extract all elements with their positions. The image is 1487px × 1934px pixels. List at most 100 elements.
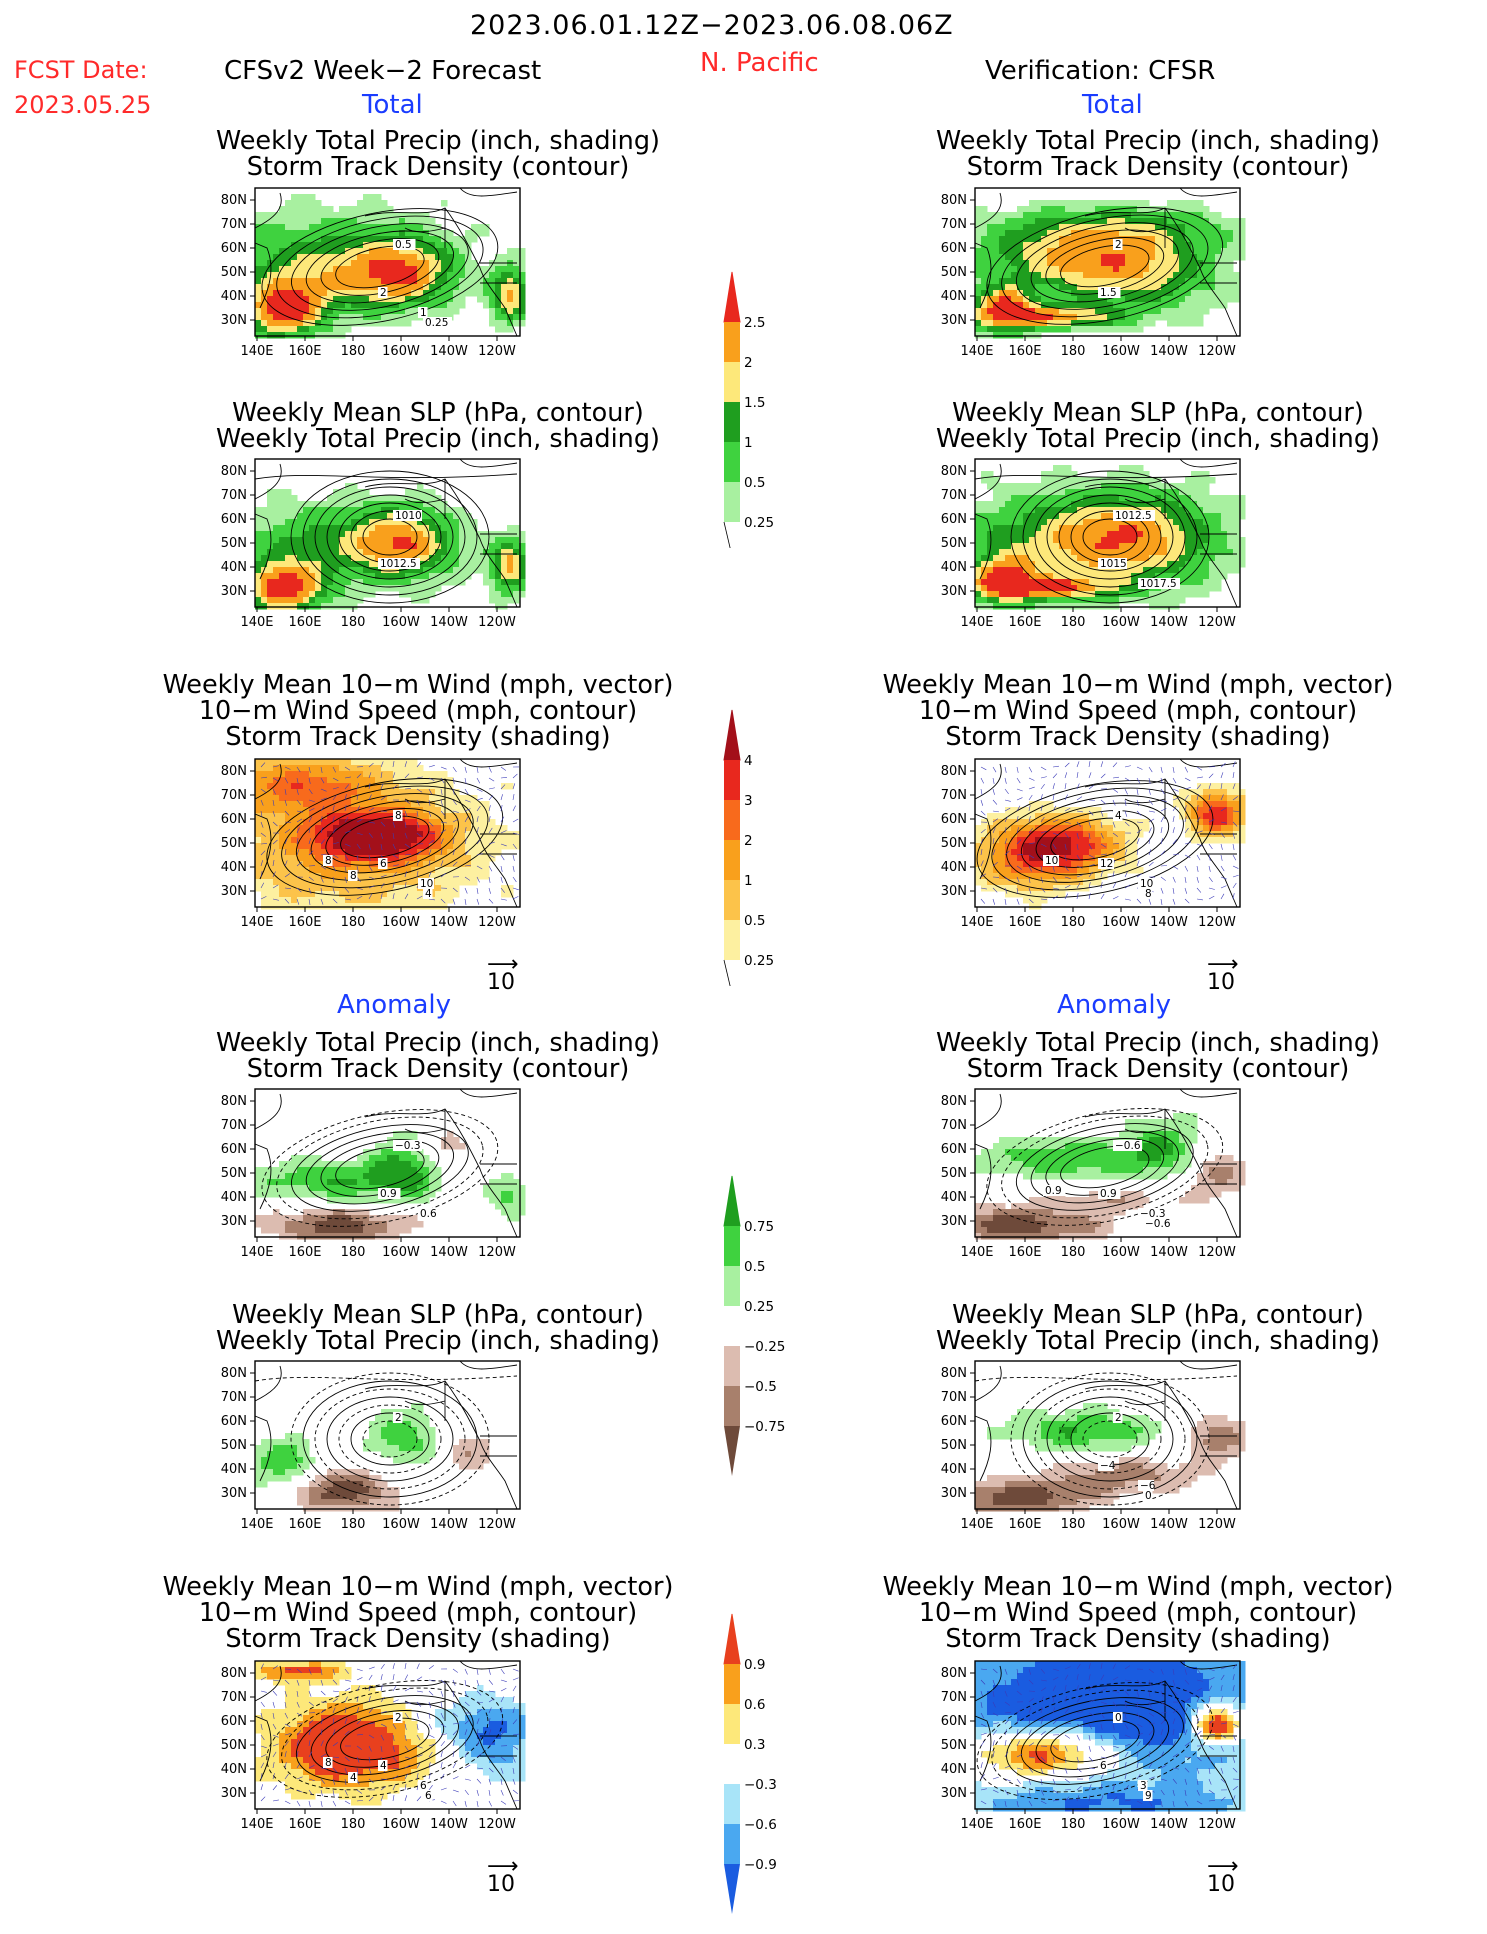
lon-tick-label: 160E (1008, 915, 1041, 930)
lon-tick-label: 120W (478, 344, 516, 359)
lon-tick-label: 160E (288, 915, 321, 930)
lon-tick-label: 120W (478, 1517, 516, 1532)
lat-tick-label: 70N (221, 1390, 247, 1405)
lon-tick-label: 160W (1102, 344, 1140, 359)
contour-label: 1012.5 (1115, 510, 1152, 522)
panel-title-fc-anom-2-line2: Weekly Total Precip (inch, shading) (128, 1328, 748, 1354)
lat-tick-label: 60N (221, 512, 247, 527)
lon-tick-label: 140E (960, 1817, 993, 1832)
lat-tick-label: 40N (221, 860, 247, 875)
lat-tick-label: 40N (221, 560, 247, 575)
lon-tick-label: 120W (1198, 1245, 1236, 1260)
panel-title-fc-tot-3-line1: Weekly Mean 10−m Wind (mph, vector) (108, 672, 728, 698)
contour-label: −4 (1100, 1460, 1116, 1472)
verification-title: Verification: CFSR (985, 56, 1215, 86)
lon-tick-label: 140W (430, 344, 468, 359)
lon-tick-label: 160E (1008, 1517, 1041, 1532)
lat-tick-label: 80N (941, 1366, 967, 1381)
colorbar-label: 0.75 (744, 1219, 774, 1235)
lon-tick-label: 180 (341, 615, 366, 630)
colorbar-label: −0.25 (744, 1339, 785, 1355)
panel-title-vf-anom-3-line3: Storm Track Density (shading) (828, 1626, 1448, 1652)
lon-tick-label: 140E (960, 1517, 993, 1532)
contour-label: 0 (1115, 1712, 1122, 1724)
lat-tick-label: 40N (941, 560, 967, 575)
contour-label: 0 (1145, 1490, 1152, 1502)
colorbar-svg-storm_anom: 0.90.60.3−0.3−0.6−0.9 (722, 1610, 812, 1930)
lon-tick-label: 120W (478, 1817, 516, 1832)
lon-tick-label: 160W (1102, 615, 1140, 630)
lat-tick-label: 40N (941, 1462, 967, 1477)
lat-tick-label: 50N (221, 265, 247, 280)
lat-tick-label: 60N (941, 1142, 967, 1157)
lat-tick-label: 60N (221, 812, 247, 827)
colorbar-label: 0.25 (744, 953, 774, 969)
contour-label: 8 (1145, 888, 1152, 900)
lon-tick-label: 180 (1061, 1817, 1086, 1832)
lon-tick-label: 140E (960, 344, 993, 359)
section-anomaly-forecast: Anomaly (337, 990, 451, 1020)
lat-tick-label: 40N (941, 1190, 967, 1205)
lon-tick-label: 120W (1198, 915, 1236, 930)
lon-tick-label: 140W (430, 915, 468, 930)
colorbar-label: 1 (744, 435, 753, 451)
lat-tick-label: 50N (221, 536, 247, 551)
colorbar-label: 0.25 (744, 515, 774, 531)
lat-tick-label: 70N (941, 1690, 967, 1705)
lat-tick-label: 60N (941, 1414, 967, 1429)
lon-tick-label: 160W (382, 615, 420, 630)
contour-label: 1010 (395, 510, 422, 522)
lon-tick-label: 140W (430, 1817, 468, 1832)
lon-tick-label: 120W (1198, 344, 1236, 359)
colorbar-label: 0.5 (744, 913, 765, 929)
colorbar-label: 1 (744, 873, 753, 889)
contour-label: 0.9 (1100, 1188, 1117, 1200)
lat-tick-label: 50N (941, 1166, 967, 1181)
lat-tick-label: 80N (221, 1094, 247, 1109)
colorbar-label: −0.3 (744, 1777, 777, 1793)
colorbar-label: 0.25 (744, 1299, 774, 1315)
lon-tick-label: 160W (382, 915, 420, 930)
lat-tick-label: 60N (221, 1142, 247, 1157)
contour-label: 2 (395, 1412, 402, 1424)
contour-label: 6 (380, 858, 387, 870)
lon-tick-label: 120W (478, 615, 516, 630)
contour-label: 0.6 (420, 1208, 437, 1220)
colorbar-label: 2 (744, 833, 753, 849)
panel-title-vf-tot-2-line1: Weekly Mean SLP (hPa, contour) (848, 400, 1468, 426)
lat-tick-label: 60N (941, 1714, 967, 1729)
lon-tick-label: 120W (478, 1245, 516, 1260)
contour-label: 2 (380, 287, 387, 299)
panel-title-fc-tot-3-line3: Storm Track Density (shading) (108, 724, 728, 750)
contour-label: 12 (1100, 858, 1113, 870)
contour-label: −0.3 (395, 1140, 421, 1152)
lat-tick-label: 60N (941, 512, 967, 527)
lon-tick-label: 140W (430, 615, 468, 630)
lat-tick-label: 50N (221, 1438, 247, 1453)
lat-tick-label: 30N (221, 1486, 247, 1501)
lat-tick-label: 50N (941, 536, 967, 551)
lon-tick-label: 140E (960, 615, 993, 630)
lon-tick-label: 180 (341, 1517, 366, 1532)
colorbar-label: 4 (744, 753, 753, 769)
vector-reference-vf-total: ⟶10 (1207, 960, 1239, 995)
lon-tick-label: 180 (1061, 344, 1086, 359)
lon-tick-label: 120W (1198, 1817, 1236, 1832)
panel-title-vf-tot-1-line1: Weekly Total Precip (inch, shading) (848, 128, 1468, 154)
panel-title-fc-anom-1-line1: Weekly Total Precip (inch, shading) (128, 1030, 748, 1056)
lat-tick-label: 70N (941, 488, 967, 503)
colorbar-label: −0.5 (744, 1379, 777, 1395)
